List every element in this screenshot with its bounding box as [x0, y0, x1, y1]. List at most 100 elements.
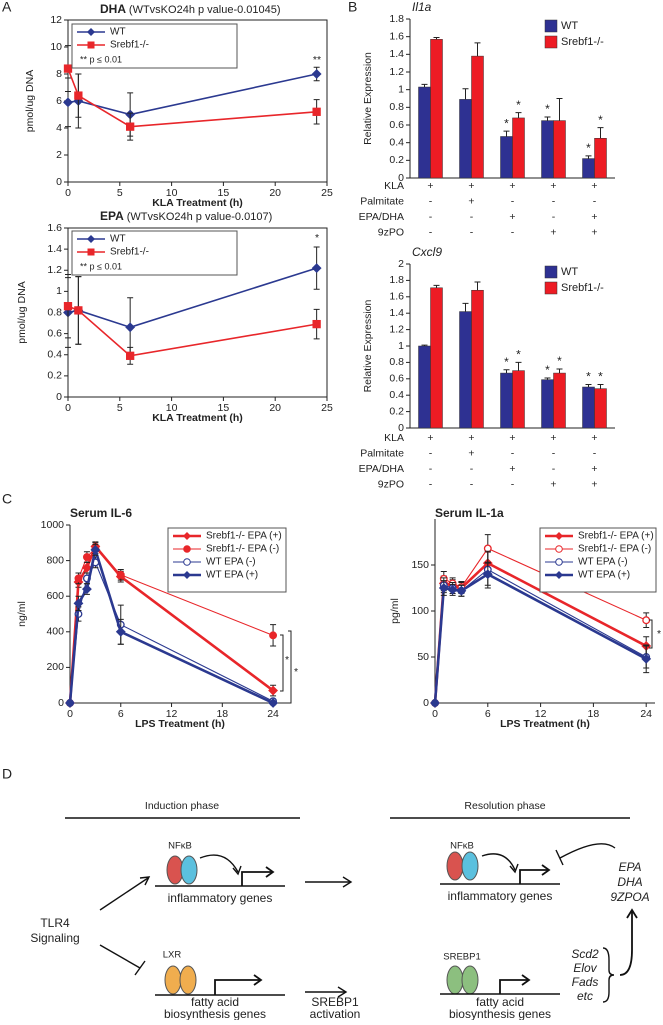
y-tick-label: 1: [398, 83, 404, 95]
phase-title: Resolution phase: [464, 800, 545, 812]
legend-label: Srebf1-/- EPA (-): [206, 544, 279, 555]
y-tick-label: 200: [46, 661, 64, 673]
diagram: Induction phase Resolution phase NFκB in…: [30, 800, 649, 1021]
protein: [446, 851, 464, 881]
y-axis-label: Relative Expression: [362, 299, 374, 392]
treatment-label: 9zPO: [378, 478, 404, 490]
marker: [438, 583, 449, 593]
bar: [553, 120, 566, 179]
error-bar: [515, 361, 522, 371]
y-tick-label: 150: [411, 559, 429, 571]
y-tick-label: 0.2: [389, 405, 404, 417]
inhibit-bar: [134, 960, 146, 976]
error-bar: [585, 155, 592, 159]
series-line: [67, 73, 317, 116]
significance: *: [516, 348, 521, 362]
activation-label: SREBP1: [311, 995, 359, 1009]
error-bar: [474, 42, 481, 57]
treatment-mark: +: [468, 180, 474, 192]
title: Serum IL-1a: [435, 506, 504, 520]
series-line: [433, 572, 647, 704]
x-tick-label: 6: [485, 708, 491, 720]
error-bar: [421, 344, 428, 346]
enzyme: etc: [577, 989, 593, 1003]
treatment-mark: +: [509, 432, 515, 444]
significance: *: [504, 116, 509, 130]
activation-label: activation: [310, 1007, 361, 1020]
marker: [82, 562, 92, 573]
treatment-label: Palmitate: [360, 447, 404, 459]
y-tick-label: 2: [56, 149, 62, 161]
x-axis-label: LPS Treatment (h): [135, 718, 225, 730]
y-tick-label: 1.6: [47, 222, 62, 234]
lipid: EPA: [618, 860, 641, 874]
y-tick-label: 1.2: [47, 264, 62, 276]
marker: [430, 698, 440, 708]
y-tick-label: 0.4: [47, 349, 62, 361]
legend-swatch: [544, 19, 558, 33]
y-tick-label: 0.2: [47, 370, 62, 382]
legend-note: ** p ≤ 0.01: [80, 54, 122, 64]
arrowhead: [139, 876, 151, 886]
title-note: (WTvsKO24h p value-0.0107): [127, 211, 273, 223]
treatment-mark: +: [591, 226, 597, 238]
title: DHA: [100, 2, 126, 16]
arrowhead: [509, 863, 519, 874]
line-chart: 0 2 4 6 8 10 12 pmol/ug DNA 0 5 10 15 20 25 KLA Treatm…: [24, 2, 333, 209]
error-bar: [462, 88, 469, 100]
bar: [459, 311, 472, 429]
annotation: *: [285, 654, 289, 666]
chart-title: Serum IL-6: [70, 506, 132, 520]
treatment-mark: +: [550, 180, 556, 192]
treatment-mark: -: [552, 447, 556, 459]
treatment-mark: -: [511, 478, 515, 490]
marker: [82, 553, 91, 561]
gene-label: fatty acid: [191, 995, 239, 1009]
arrowhead: [253, 974, 263, 986]
series-line: [67, 267, 317, 329]
protein: [461, 965, 479, 995]
series-line: [67, 68, 317, 128]
panel-label: B: [348, 0, 357, 15]
protein: [446, 965, 464, 995]
treatment-mark: +: [591, 478, 597, 490]
error-bar: [544, 377, 551, 380]
bracket: [288, 630, 292, 704]
marker: [73, 598, 84, 609]
legend-label: Srebf1-/-: [110, 247, 149, 258]
treatment-mark: -: [552, 463, 556, 475]
annotation: **: [313, 54, 321, 66]
treatment-mark: -: [470, 211, 474, 223]
x-tick-label: 12: [535, 708, 547, 720]
significance: *: [598, 113, 603, 127]
legend-marker: [555, 558, 563, 566]
y-tick-label: 1.6: [389, 30, 404, 42]
title-note: (WTvsKO24h p value-0.01045): [129, 4, 281, 16]
legend-marker: [555, 532, 563, 540]
treatment-mark: +: [591, 180, 597, 192]
treatment-mark: -: [470, 463, 474, 475]
factor-label: NFκB: [168, 841, 192, 852]
arrowhead: [626, 908, 638, 919]
signal-label: Signaling: [30, 931, 79, 945]
legend-swatch: [544, 35, 558, 49]
treatment-mark: +: [468, 447, 474, 459]
marker: [125, 322, 136, 333]
bracket: [649, 619, 653, 649]
legend-swatch: [544, 265, 558, 279]
legend-label: WT EPA (+): [206, 570, 258, 581]
arrowhead: [265, 866, 275, 878]
y-axis-label: pmol/ug DNA: [16, 281, 28, 343]
treatment-mark: -: [593, 447, 597, 459]
y-tick-label: 100: [411, 605, 429, 617]
marker: [311, 263, 322, 274]
x-tick-label: 24: [267, 708, 279, 720]
y-tick-label: 1000: [41, 519, 65, 531]
chart-title: Serum IL-1a: [435, 506, 504, 520]
x-axis-label: KLA Treatment (h): [152, 197, 243, 209]
bar-chart: 0 0.2 0.4 0.6 0.8 1 1.2 1.4 1.6 1.8 2 Relative Expr…: [359, 245, 615, 490]
marker: [269, 631, 278, 640]
significance: *: [545, 363, 550, 377]
x-tick-label: 20: [269, 187, 281, 199]
